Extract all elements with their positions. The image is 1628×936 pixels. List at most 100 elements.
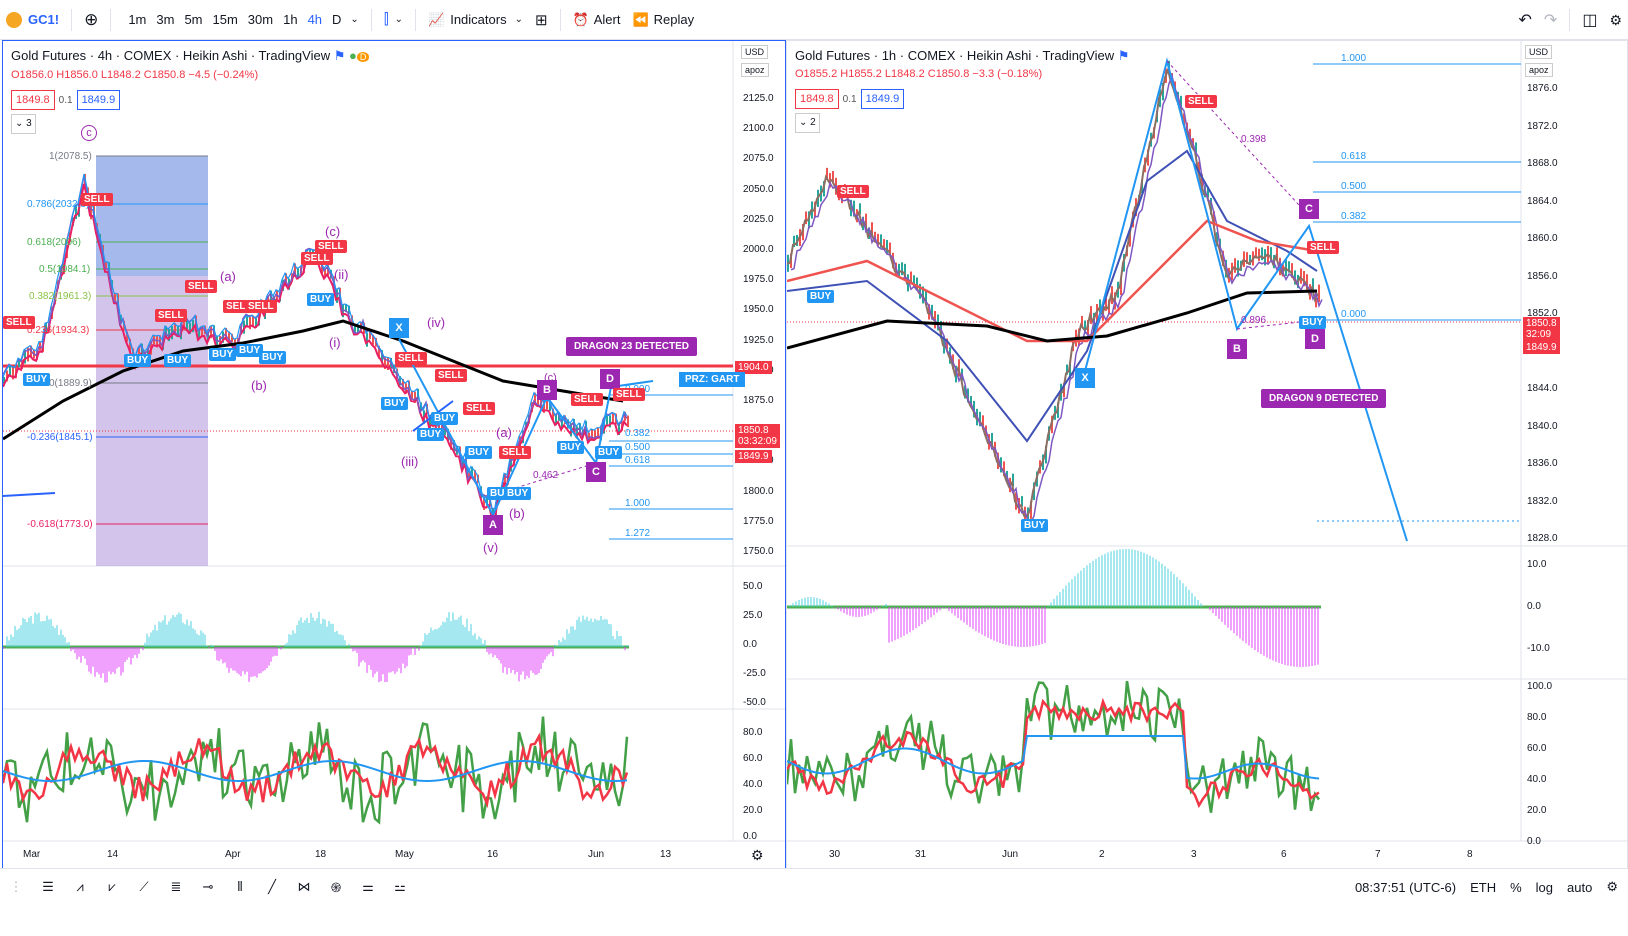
interval-3m[interactable]: 3m (156, 12, 175, 27)
layouts-button[interactable]: ⊞ (529, 0, 554, 40)
replay-button[interactable]: ⏪ Replay (632, 11, 695, 28)
settings-button[interactable]: ⚙ (1603, 0, 1628, 40)
price-tick: 1872.0 (1527, 120, 1558, 132)
interval-1h[interactable]: 1h (283, 12, 298, 27)
interval-30m[interactable]: 30m (247, 12, 274, 27)
currency-select[interactable]: USD (1525, 45, 1553, 59)
candle (12, 366, 14, 380)
buy-signal-label: BUY (23, 373, 51, 386)
candle (946, 338, 948, 349)
buy-signal-label: BUY (124, 354, 152, 367)
rsi-signal-line (787, 697, 1320, 809)
candle (627, 415, 629, 428)
undo-button[interactable]: ↶ (1513, 0, 1538, 40)
sell-signal-label: SELL (155, 309, 187, 322)
moving-average (787, 66, 1319, 518)
chart-pane-left[interactable]: Gold Futures · 4h · COMEX · Heikin Ashi … (2, 40, 786, 896)
interval-15m[interactable]: 15m (212, 12, 238, 27)
candle (387, 357, 389, 370)
compare-button[interactable]: ⊕ (78, 0, 104, 40)
candle (982, 415, 984, 430)
candle (147, 348, 149, 359)
indicators-button[interactable]: 📈 Indicators ⌄ (428, 11, 523, 28)
sliders-alt-icon[interactable]: ⚍ (394, 878, 406, 894)
candle (859, 203, 861, 215)
interval-4h[interactable]: 4h (307, 12, 323, 27)
alert-button[interactable]: ⏰ Alert (572, 11, 621, 28)
sell-price-button[interactable]: 1849.8 (11, 90, 55, 110)
candle (1216, 232, 1218, 247)
currency-select[interactable]: USD (741, 45, 769, 59)
candle (1021, 496, 1023, 507)
fib-level-label: -0.236(1845.1) (27, 432, 93, 443)
moving-average (787, 149, 1318, 443)
auto-toggle[interactable]: auto (1567, 879, 1593, 895)
time-tick: 14 (107, 849, 119, 860)
price-tick: 1950.0 (743, 304, 774, 316)
interval-5m[interactable]: 5m (184, 12, 203, 27)
price-tick: 1828.0 (1527, 533, 1558, 544)
pitchfork-icon[interactable]: ⟋ (139, 878, 149, 894)
wave-label: (i) (329, 335, 341, 350)
buy-price-button[interactable]: 1849.9 (860, 89, 905, 109)
vertical-lines-icon[interactable]: ⦀ (237, 878, 243, 894)
symbol-search[interactable]: GC1! (0, 0, 65, 40)
interval-D[interactable]: D (332, 12, 342, 27)
harmonic-point-b: B (537, 380, 557, 400)
candle (910, 271, 912, 284)
spiral-icon[interactable]: ֍ (330, 879, 342, 895)
candle (183, 316, 185, 330)
sell-price-button[interactable]: 1849.8 (795, 89, 839, 109)
scale-select[interactable]: apoz (741, 63, 769, 77)
chevron-down-icon: ⌄ (394, 14, 404, 25)
price-tick: 2000.0 (743, 244, 774, 255)
redo-button[interactable]: ↷ (1538, 0, 1563, 40)
layout-split-button[interactable]: ◫ (1576, 0, 1603, 40)
lines-icon[interactable]: ☰ (42, 878, 54, 894)
candle (246, 315, 248, 326)
chart-canvas-right[interactable] (787, 41, 1628, 896)
percent-toggle[interactable]: % (1510, 879, 1522, 895)
indicators-collapse-button[interactable]: ⌄ 3 (11, 114, 36, 134)
moving-average (787, 219, 1318, 343)
candle (1285, 258, 1287, 276)
scale-select[interactable]: apoz (1525, 63, 1553, 77)
candle (1312, 278, 1314, 293)
fib-icon[interactable]: ≣ (170, 878, 182, 894)
chart-type-button[interactable]: ⫿ ⌄ (378, 0, 409, 40)
settings-icon[interactable]: ⚙ (1606, 879, 1618, 894)
gear-icon: ⚙ (1609, 11, 1622, 28)
candle (336, 289, 338, 303)
candle (156, 335, 158, 348)
chart-pane-right[interactable]: Gold Futures · 1h · COMEX · Heikin Ashi … (786, 40, 1628, 896)
time-tick: 2 (1099, 849, 1105, 860)
sliders-icon[interactable]: ⚌ (362, 878, 374, 894)
elliott-wave-icon[interactable]: ⩗ (108, 878, 116, 894)
buy-price-button[interactable]: 1849.9 (76, 90, 121, 110)
trend-line-icon[interactable]: ╱ (268, 878, 276, 894)
abc-pattern-icon[interactable]: ⩘ (76, 878, 84, 894)
candle (997, 452, 999, 469)
fib-level-label: 0.236(1934.3) (27, 325, 90, 336)
log-toggle[interactable]: log (1535, 879, 1554, 895)
candle (1288, 261, 1290, 273)
clock-time[interactable]: 08:37:51 (UTC-6) (1354, 879, 1457, 895)
candle (75, 205, 77, 219)
harmonic-fib-label: 0.618 (625, 455, 651, 466)
candle (805, 211, 807, 225)
candle (483, 496, 485, 510)
session-button[interactable]: ETH (1470, 879, 1497, 895)
horizontal-line-icon[interactable]: ⊸ (202, 878, 214, 894)
xabcd-pattern-icon[interactable]: ⋈ (297, 878, 311, 894)
harmonic-point-x: X (389, 318, 409, 338)
chevron-down-icon[interactable]: ⌄ (350, 14, 359, 25)
buy-signal-label: BUY (431, 412, 459, 425)
chart-canvas-left[interactable] (3, 41, 786, 896)
interval-1m[interactable]: 1m (128, 12, 147, 27)
indicators-collapse-button[interactable]: ⌄ 2 (795, 113, 820, 133)
candle (1270, 247, 1272, 261)
drag-handle-icon[interactable]: ⋮ (9, 878, 23, 894)
candle (597, 427, 599, 437)
sell-signal-label: SELL (613, 388, 645, 401)
gear-icon[interactable]: ⚙ (751, 847, 764, 863)
